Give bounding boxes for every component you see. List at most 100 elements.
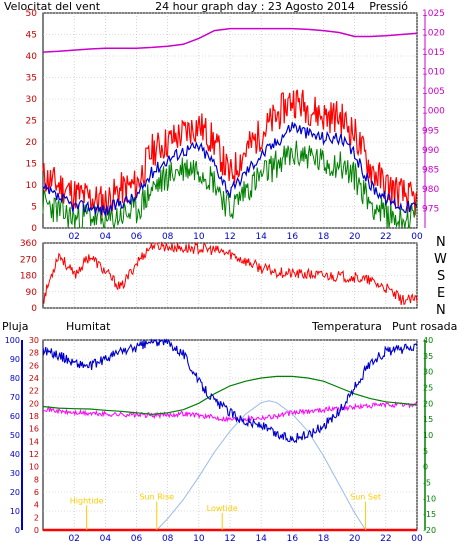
temperature-axis-tick: -15 [423,510,436,519]
rain-axis-tick: 12 [29,450,39,459]
rain-axis-tick: 4 [34,501,39,510]
direction-letter-w: W [434,252,447,267]
wind-axis-tick: 45 [26,31,37,41]
temperature-label: Temperatura [311,320,382,333]
humidity-axis-tick: 40 [10,450,20,459]
x-tick-label: 14 [255,232,267,242]
rain-axis-tick: 28 [29,349,39,358]
annotation-label: Lowtide [207,504,238,513]
pressure-axis-tick: 985 [422,165,439,175]
humidity-axis-tick: 0 [15,526,20,535]
temperature-axis-tick: 25 [423,384,433,393]
annotation-label: Sun Set [350,493,381,502]
pressure-axis-tick: 995 [422,126,439,136]
humidity-axis-tick: 100 [5,336,20,345]
grid-lines [43,12,418,531]
direction-axis-tick: 90 [26,288,38,298]
humidity-axis-tick: 70 [10,393,20,402]
annotation-label: Sun Rise [139,493,174,502]
humidity-axis-tick: 90 [10,355,20,364]
wind-axis-tick: 25 [26,117,37,127]
direction-axis-tick: 270 [20,255,37,265]
direction-letter-n-bottom: N [436,303,446,318]
x-tick-label: 20 [349,232,361,242]
wind-axis-tick: 50 [26,9,38,19]
wind-axis-tick: 5 [31,203,37,213]
direction-letters: N W S E N [434,235,447,318]
rain-axis-tick: 20 [29,399,39,408]
rain-label: Pluja [2,320,28,333]
pressure-axis-tick: 1025 [422,9,445,19]
dew-point-series [42,400,418,423]
rain-axis-tick: 30 [29,336,39,345]
x-tick-label: 10 [193,534,205,544]
humidity-axis-tick: 20 [10,488,20,497]
x-tick-label: 00 [411,232,423,242]
wind-axis-tick: 35 [26,74,37,84]
solar-series [156,400,367,531]
x-tick-label: 20 [349,534,361,544]
pressure-axis-tick: 975 [422,204,439,214]
wind-axis-tick: 30 [26,95,38,105]
temperature-axis-tick: 15 [423,415,433,424]
x-tick-label: 02 [68,232,79,242]
pressure-axis-tick: 980 [422,185,439,195]
humidity-axis-tick: 10 [10,507,20,516]
data-series: Hightide Sun Rise Lowtide Sun Set [42,27,418,532]
x-tick-label: 14 [255,534,267,544]
dew-point-label: Punt rosada [392,320,457,333]
x-tick-label: 02 [68,534,79,544]
pressure-axis-tick: 1005 [422,87,445,97]
temperature-axis-tick: 10 [423,431,433,440]
x-tick-label: 18 [318,534,330,544]
wind-avg-series [42,122,418,216]
rain-axis-tick: 16 [29,425,39,434]
rain-axis-tick: 24 [29,374,39,383]
pressure-series [42,27,418,53]
rain-axis-tick: 8 [34,475,39,484]
wind-axis-tick: 0 [31,224,37,234]
humidity-axis-tick: 30 [10,469,20,478]
x-tick-label: 22 [380,534,391,544]
x-tick-label: 12 [224,232,235,242]
x-tick-label: 04 [100,534,112,544]
temperature-axis-tick: 20 [423,399,433,408]
rain-axis-tick: 14 [29,437,39,446]
x-tick-label: 08 [162,232,174,242]
wind-speed-label: Velocitat del vent [4,0,101,13]
x-tick-label: 08 [162,534,174,544]
temperature-axis-tick: 35 [423,352,433,361]
x-tick-label: 00 [411,534,423,544]
direction-axis-tick: 0 [31,304,37,314]
rain-axis-tick: 0 [34,526,39,535]
humidity-label: Humitat [66,320,111,333]
pressure-axis-tick: 990 [422,146,439,156]
humidity-axis-tick: 60 [10,412,20,421]
x-tick-label: 04 [100,232,112,242]
x-tick-label: 22 [380,232,391,242]
humidity-axis-tick: 50 [10,431,20,440]
pressure-axis-tick: 1000 [422,107,445,117]
wind-direction-series [42,241,418,305]
wind-max-series [42,89,418,218]
rain-axis-tick: 6 [34,488,39,497]
temperature-axis-tick: 30 [423,368,433,377]
temperature-axis-tick: -10 [423,494,436,503]
direction-letter-e: E [437,286,445,301]
humidity-axis-tick: 80 [10,374,20,383]
temperature-series [42,375,418,416]
x-tick-label: 06 [131,232,143,242]
pressure-axis-tick: 1015 [422,48,445,58]
x-tick-label: 06 [131,534,143,544]
direction-letter-n-top: N [436,235,446,250]
wind-axis-tick: 15 [26,160,37,170]
annotation-label: Hightide [70,496,104,505]
direction-axis-tick: 360 [20,239,37,249]
x-tick-label: 12 [224,534,235,544]
chart-title: 24 hour graph day : 23 Agosto 2014 [155,0,355,13]
direction-axis-tick: 180 [20,272,37,282]
rain-axis-tick: 10 [29,463,39,472]
